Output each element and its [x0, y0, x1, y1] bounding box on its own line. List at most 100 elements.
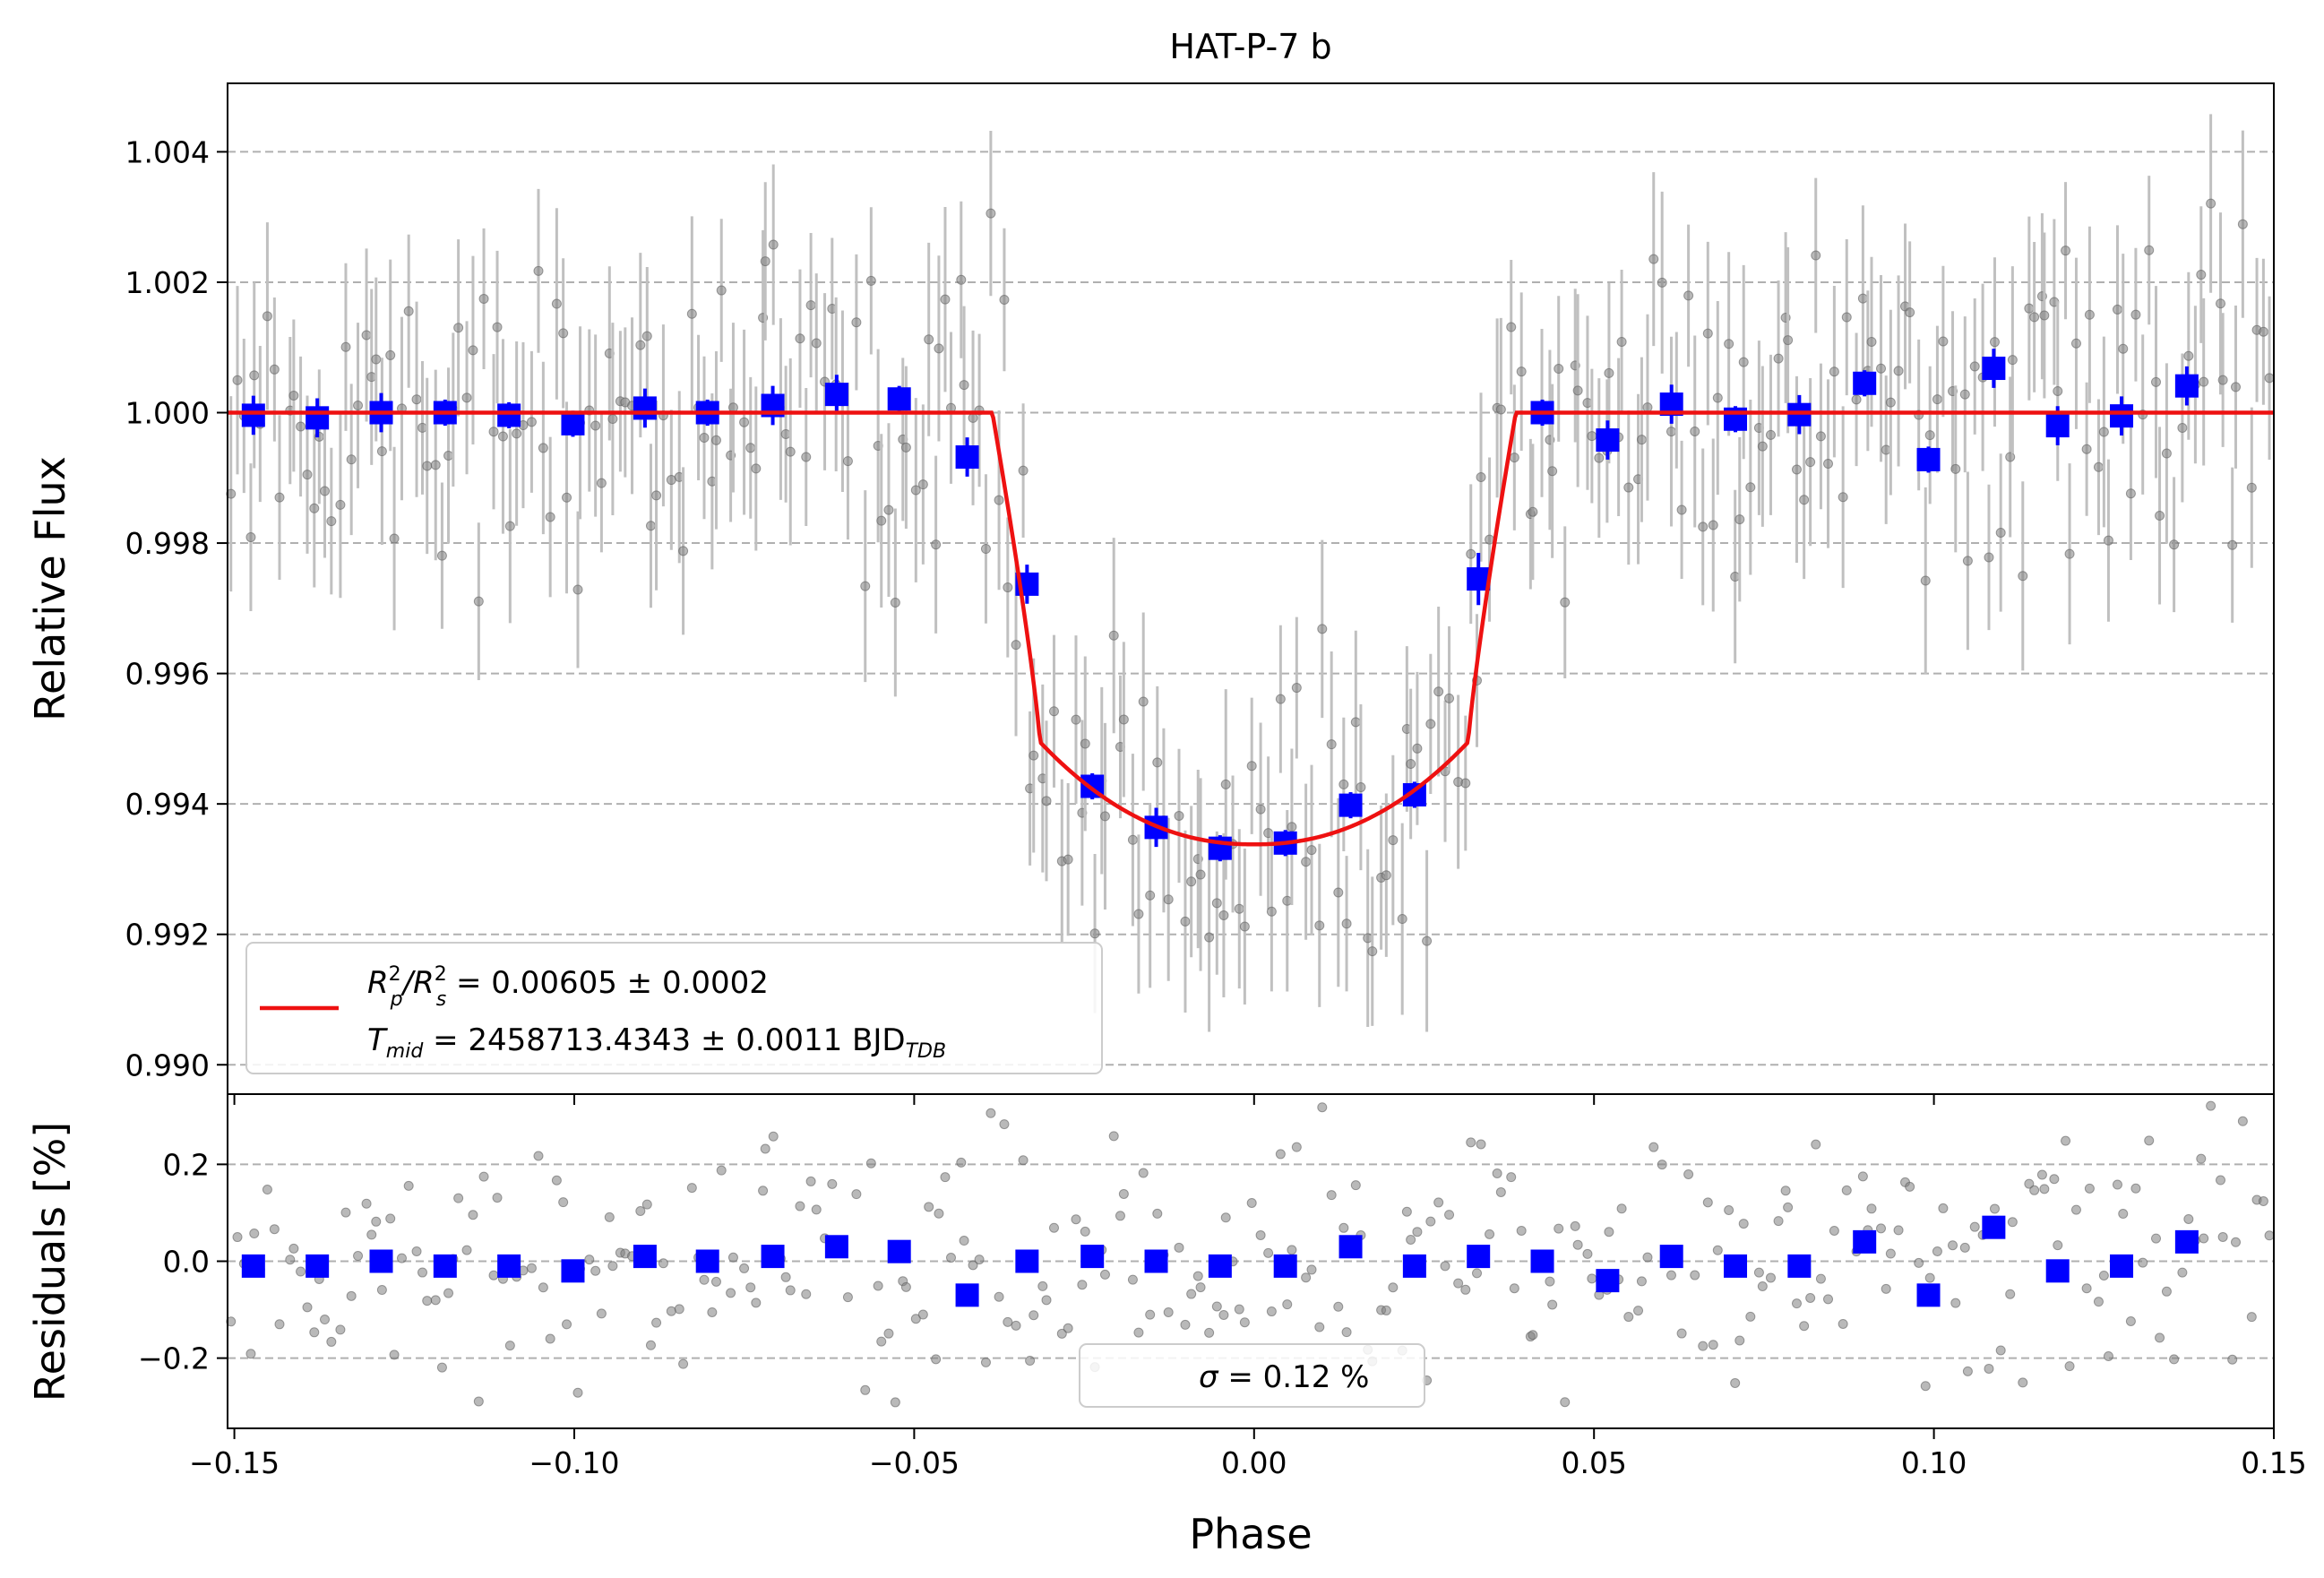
raw-residual-point — [1765, 1272, 1776, 1283]
raw-residual-point — [2039, 1184, 2050, 1194]
raw-flux-point — [2183, 350, 2194, 361]
binned-flux-points — [241, 349, 2199, 862]
raw-flux-point — [376, 446, 387, 457]
raw-residual-point — [1560, 1397, 1571, 1408]
raw-residual-point — [1623, 1312, 1634, 1323]
raw-residual-point — [1218, 1309, 1229, 1320]
binned-residual-point — [1144, 1249, 1168, 1273]
raw-residual-point — [811, 1204, 822, 1215]
raw-residual-point — [827, 1178, 838, 1189]
raw-residual-point — [2231, 1237, 2242, 1247]
raw-flux-point — [1730, 572, 1741, 582]
raw-residual-point — [545, 1333, 555, 1344]
raw-residual-point — [1604, 1227, 1614, 1237]
transit-model-line — [228, 410, 2274, 847]
raw-residual-point — [2024, 1178, 2035, 1189]
raw-flux-point — [335, 499, 346, 510]
raw-flux-point — [1702, 328, 1713, 339]
raw-residual-point — [1425, 1216, 1436, 1227]
raw-residual-point — [1350, 1180, 1361, 1191]
raw-flux-point — [1623, 482, 1634, 493]
raw-residual-point — [1239, 1317, 1250, 1328]
raw-flux-point — [768, 239, 779, 250]
raw-residual-point — [726, 1288, 736, 1298]
raw-residual-point — [1192, 1271, 1203, 1281]
raw-flux-point — [1255, 804, 1266, 815]
raw-residual-point — [674, 1304, 684, 1315]
phase-x-tick-label: 0.05 — [1561, 1445, 1626, 1480]
raw-residual-point — [1291, 1142, 1302, 1152]
raw-flux-point — [1291, 683, 1302, 694]
raw-residual-point — [1582, 1248, 1593, 1259]
raw-residual-point — [403, 1180, 414, 1191]
raw-residual-point — [956, 1157, 967, 1168]
raw-flux-point — [1838, 492, 1848, 503]
raw-residual-point — [1938, 1203, 1949, 1213]
raw-flux-point — [645, 521, 656, 531]
raw-residual-point — [710, 1276, 721, 1287]
raw-flux-point — [860, 581, 871, 591]
raw-residual-point — [551, 1175, 562, 1186]
raw-flux-point — [430, 460, 441, 470]
raw-residual-point — [1969, 1221, 1980, 1232]
raw-flux-point — [538, 443, 548, 453]
raw-residual-point — [1115, 1211, 1125, 1221]
raw-flux-point — [1195, 869, 1206, 880]
raw-residual-point — [453, 1193, 464, 1203]
raw-residual-point — [596, 1308, 607, 1319]
binned-residual-point — [1724, 1254, 1748, 1278]
raw-flux-point — [607, 414, 618, 425]
raw-residual-point — [1220, 1212, 1231, 1223]
raw-flux-point — [686, 308, 697, 319]
raw-residual-point — [1948, 1240, 1958, 1251]
raw-flux-point — [2064, 548, 2075, 559]
raw-residual-point — [1783, 1202, 1794, 1212]
residual-y-tick-label: 0.2 — [163, 1147, 210, 1182]
raw-residual-point — [980, 1357, 991, 1367]
residual-y-tick-label: −0.2 — [138, 1341, 210, 1376]
raw-flux-point — [1476, 472, 1486, 483]
residual-y-axis-title: Residuals [%] — [26, 1122, 74, 1401]
raw-flux-point — [590, 420, 601, 431]
raw-residual-point — [1485, 1229, 1495, 1239]
raw-flux-point — [1220, 779, 1231, 789]
raw-flux-point — [710, 435, 721, 445]
raw-flux-point — [1180, 916, 1191, 927]
raw-residual-point — [2264, 1230, 2275, 1241]
raw-residual-point — [385, 1213, 396, 1224]
raw-residual-point — [2081, 1283, 2092, 1294]
raw-flux-point — [811, 338, 822, 349]
raw-flux-point — [739, 417, 750, 427]
raw-flux-point — [2169, 539, 2180, 550]
raw-flux-point — [302, 470, 313, 480]
raw-residual-point — [1476, 1139, 1486, 1150]
raw-residual-point — [584, 1255, 595, 1265]
raw-flux-point — [1547, 466, 1558, 477]
raw-flux-point — [1876, 363, 1887, 374]
raw-flux-point — [994, 495, 1004, 505]
legend-sigma-label: σ = 0.12 % — [1199, 1359, 1369, 1395]
raw-flux-point — [1893, 366, 1904, 376]
raw-residual-point — [226, 1316, 237, 1327]
raw-flux-point — [269, 364, 280, 375]
binned-residual-point — [761, 1245, 785, 1269]
binned-flux-point — [497, 403, 521, 427]
raw-residual-point — [1433, 1197, 1444, 1208]
raw-flux-point — [1029, 750, 1039, 761]
raw-flux-point — [320, 486, 331, 496]
raw-residual-point — [422, 1296, 433, 1306]
raw-flux-point — [1495, 404, 1506, 415]
raw-flux-point — [1397, 914, 1407, 925]
raw-residual-point — [607, 1261, 618, 1272]
raw-residual-point — [727, 1252, 738, 1263]
raw-residual-point — [2118, 1209, 2129, 1220]
raw-flux-point — [2161, 448, 2172, 459]
raw-flux-point — [1287, 822, 1297, 832]
raw-flux-point — [1648, 254, 1659, 264]
raw-residual-point — [1734, 1335, 1745, 1346]
raw-residual-point — [876, 1336, 887, 1347]
raw-flux-point — [1234, 903, 1244, 914]
raw-residual-point — [2227, 1354, 2238, 1365]
raw-residual-point — [1757, 1281, 1768, 1291]
raw-residual-point — [842, 1292, 853, 1303]
